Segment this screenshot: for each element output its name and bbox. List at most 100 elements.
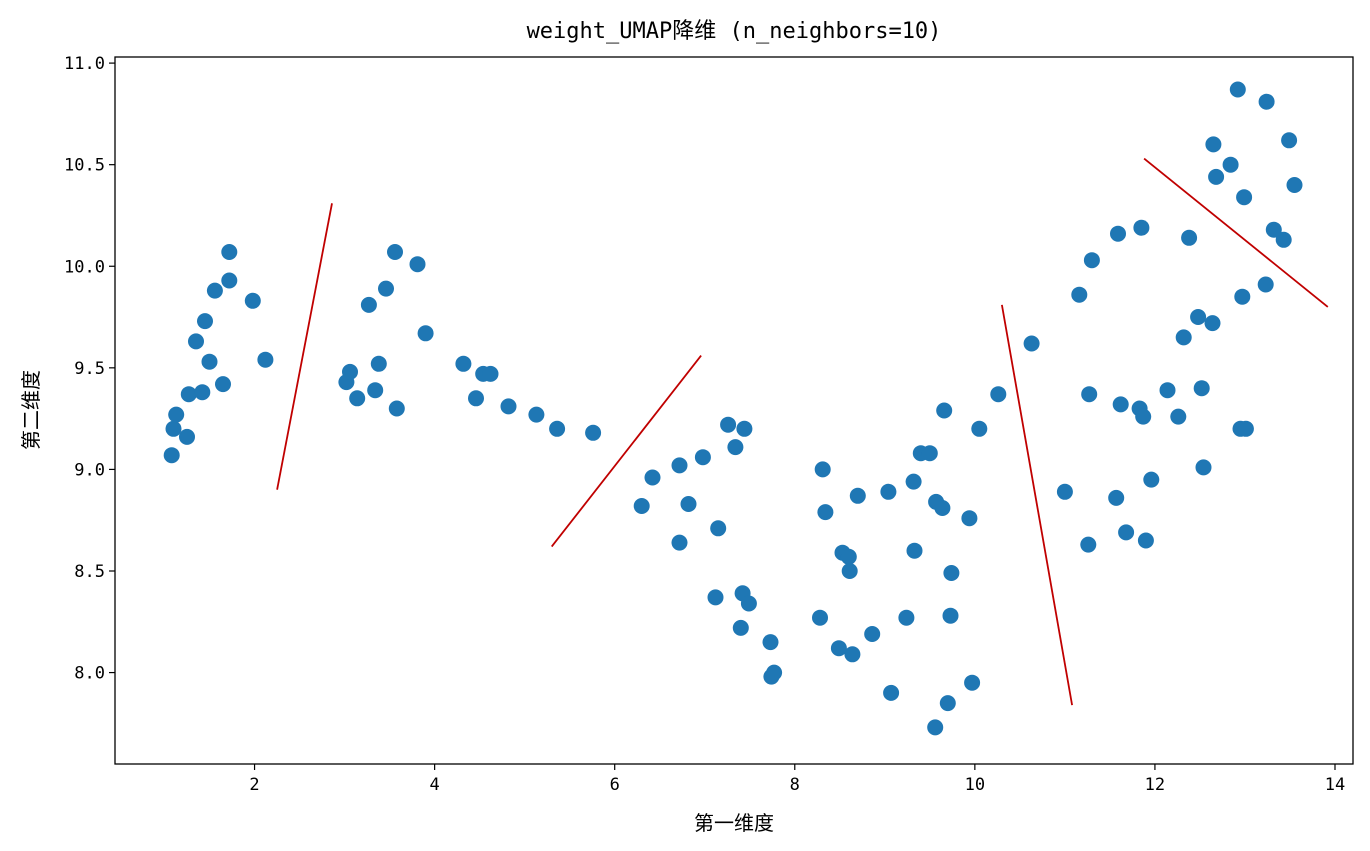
x-axis-label: 第一维度 <box>694 811 774 835</box>
x-tick-label: 10 <box>965 775 985 795</box>
scatter-point <box>1081 386 1098 403</box>
scatter-point <box>367 382 384 399</box>
scatter-point <box>720 416 737 433</box>
scatter-point <box>342 363 358 380</box>
red-line-segment <box>550 355 702 548</box>
scatter-point <box>762 634 779 651</box>
scatter-point <box>500 398 517 415</box>
scatter-point <box>378 280 394 297</box>
scatter-point <box>727 439 744 456</box>
scatter-point <box>814 461 831 478</box>
scatter-point <box>482 365 499 382</box>
scatter-point <box>468 390 484 407</box>
scatter-point <box>370 355 387 372</box>
scatter-point <box>680 496 697 512</box>
scatter-point <box>221 272 238 289</box>
scatter-point <box>1112 396 1129 413</box>
scatter-point <box>417 325 434 342</box>
y-tick-label: 9.5 <box>74 359 105 379</box>
scatter-point <box>942 607 959 624</box>
scatter-point <box>1286 177 1303 193</box>
scatter-point <box>1110 225 1126 242</box>
scatter-point <box>1258 93 1275 110</box>
scatter-point <box>168 406 185 423</box>
scatter-point <box>943 565 960 581</box>
scatter-point <box>732 619 749 636</box>
scatter-point <box>880 483 897 500</box>
scatter-point <box>1195 459 1212 476</box>
scatter-point <box>455 355 472 372</box>
x-tick-label: 4 <box>430 775 440 795</box>
scatter-point <box>1118 524 1135 541</box>
plot-frame <box>114 56 1354 765</box>
scatter-point <box>165 420 182 437</box>
red-line-segment <box>1001 304 1073 706</box>
scatter-point <box>1222 156 1239 173</box>
scatter-point <box>194 384 211 401</box>
scatter-point <box>1170 408 1187 425</box>
y-tick-label: 8.5 <box>74 562 105 582</box>
y-axis: 8.0 8.5 9.0 9.5 10.0 10.5 11.0 <box>64 54 115 684</box>
scatter-point <box>1190 309 1207 325</box>
scatter-point <box>936 402 953 419</box>
x-tick-label: 8 <box>790 775 800 795</box>
scatter-point <box>349 390 366 407</box>
y-tick-label: 9.0 <box>74 460 105 480</box>
scatter-point <box>1236 189 1253 206</box>
scatter-point <box>1080 536 1097 553</box>
scatter-point <box>1071 286 1088 303</box>
scatter-point <box>1108 489 1125 506</box>
scatter-point <box>163 447 180 464</box>
scatter-point <box>1143 471 1160 488</box>
scatter-point <box>1175 329 1192 346</box>
scatter-point <box>201 353 218 370</box>
scatter-point <box>1023 335 1040 352</box>
x-axis: 2 4 6 8 10 12 14 <box>249 764 1345 795</box>
scatter-point <box>549 420 566 437</box>
scatter-point <box>388 400 405 417</box>
scatter-point <box>1083 252 1100 269</box>
scatter-point <box>409 256 426 273</box>
scatter-point <box>990 386 1007 403</box>
scatter-point <box>812 609 828 626</box>
y-tick-label: 10.5 <box>64 156 105 176</box>
scatter-point <box>766 664 783 681</box>
scatter-point <box>1193 380 1210 397</box>
scatter-point <box>1135 408 1152 425</box>
scatter-point <box>644 469 661 486</box>
scatter-point <box>964 674 981 691</box>
scatter-point <box>1056 483 1073 500</box>
scatter-point <box>905 473 922 490</box>
scatter-point <box>1237 420 1254 437</box>
scatter-point <box>188 333 204 350</box>
scatter-point <box>694 449 711 466</box>
scatter-point <box>883 684 900 701</box>
scatter-point <box>1205 136 1222 153</box>
scatter-point <box>244 292 261 309</box>
scatter-point <box>1133 219 1150 236</box>
scatter-point <box>736 420 753 437</box>
scatter-point <box>921 445 938 462</box>
scatter-point <box>221 244 238 260</box>
y-tick-label: 8.0 <box>74 664 105 684</box>
scatter-point <box>671 534 688 551</box>
scatter-point <box>1229 81 1246 98</box>
scatter-point <box>710 520 727 537</box>
scatter-point <box>939 695 956 712</box>
scatter-point <box>671 457 688 474</box>
x-tick-label: 12 <box>1145 775 1165 795</box>
scatter-point <box>740 595 757 612</box>
chart-title: weight_UMAP降维 (n_neighbors=10) <box>527 19 942 44</box>
scatter-point <box>927 719 944 736</box>
scatter-point <box>961 510 978 527</box>
scatter-point <box>528 406 545 423</box>
scatter-point <box>841 563 858 579</box>
scatter-point <box>387 244 403 260</box>
scatter-point <box>1234 288 1251 305</box>
y-axis-label: 第二维度 <box>19 370 43 450</box>
scatter-point <box>206 282 223 299</box>
x-tick-label: 14 <box>1325 775 1345 795</box>
scatter-point <box>180 386 197 403</box>
scatter-point <box>215 376 231 393</box>
